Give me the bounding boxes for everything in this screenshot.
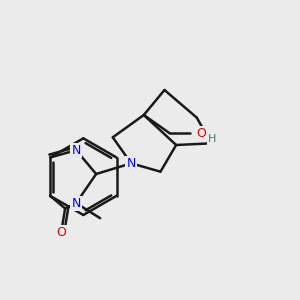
Text: N: N <box>71 197 81 210</box>
Text: O: O <box>196 127 206 140</box>
Text: H: H <box>208 134 216 144</box>
Text: N: N <box>126 157 136 170</box>
Text: N: N <box>71 144 81 157</box>
Text: O: O <box>56 226 66 239</box>
